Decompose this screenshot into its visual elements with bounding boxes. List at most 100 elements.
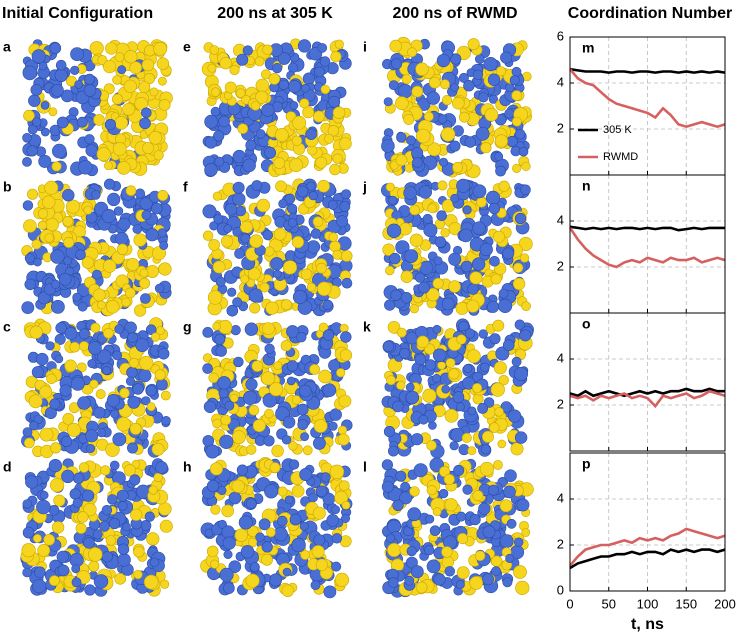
molecule	[93, 530, 102, 539]
x-tick-label: 0	[566, 596, 573, 611]
molecule	[298, 40, 311, 53]
molecule	[478, 403, 488, 413]
molecule	[329, 422, 338, 431]
molecule	[464, 364, 472, 372]
molecule	[114, 207, 123, 216]
molecule	[94, 407, 105, 418]
molecule	[281, 340, 292, 351]
molecule	[243, 46, 253, 56]
molecule	[23, 500, 32, 509]
molecule	[311, 229, 321, 239]
molecule	[124, 50, 137, 63]
molecule	[316, 157, 327, 168]
molecule	[437, 54, 450, 67]
molecule	[437, 211, 447, 221]
molecule	[23, 568, 32, 577]
molecule	[480, 462, 494, 476]
molecule	[57, 117, 68, 128]
molecule	[420, 261, 433, 274]
molecule	[457, 533, 467, 543]
molecule	[32, 240, 41, 249]
molecule	[382, 460, 393, 471]
molecule	[139, 82, 150, 93]
molecule	[115, 325, 124, 334]
molecule	[224, 225, 232, 233]
molecule	[335, 40, 344, 49]
molecule	[235, 249, 245, 259]
molecule	[24, 438, 34, 448]
molecule	[73, 473, 84, 484]
molecule	[410, 234, 423, 247]
molecule	[490, 334, 500, 344]
molecule	[390, 253, 401, 264]
molecule	[279, 199, 288, 208]
molecule	[45, 181, 58, 194]
molecule	[85, 585, 96, 596]
molecule	[292, 538, 306, 552]
molecule	[521, 185, 531, 195]
molecule	[122, 523, 130, 531]
molecule	[470, 272, 482, 284]
molecule	[34, 258, 42, 266]
molecule	[127, 258, 139, 270]
molecule	[38, 544, 50, 556]
molecule	[159, 263, 172, 276]
molecule	[33, 534, 41, 542]
panel-label: f	[183, 179, 188, 195]
molecule	[158, 348, 169, 359]
molecule	[32, 50, 46, 64]
molecule	[139, 278, 149, 288]
molecule	[105, 43, 117, 55]
molecule	[313, 111, 324, 122]
molecule	[328, 200, 337, 209]
molecule	[473, 185, 486, 198]
molecule	[512, 164, 521, 173]
molecule	[279, 80, 289, 90]
molecule	[335, 573, 349, 587]
molecule	[441, 228, 450, 237]
molecule	[292, 236, 304, 248]
molecule	[424, 112, 433, 121]
panel-label: b	[3, 179, 12, 195]
molecule	[118, 544, 129, 555]
molecule	[251, 102, 260, 111]
molecule	[144, 575, 158, 589]
molecule	[263, 230, 273, 240]
molecule	[319, 370, 332, 383]
molecule	[341, 251, 352, 262]
molecule	[451, 84, 459, 92]
molecule	[205, 115, 218, 128]
molecule	[236, 89, 245, 98]
molecule	[408, 48, 417, 57]
molecule	[397, 328, 406, 337]
molecule	[495, 135, 508, 148]
molecule	[213, 419, 222, 428]
molecule	[79, 341, 89, 351]
molecule	[52, 162, 61, 171]
snapshot	[21, 459, 173, 597]
molecule	[427, 441, 437, 451]
molecule	[76, 250, 86, 260]
molecule	[292, 396, 301, 405]
molecule	[433, 349, 446, 362]
molecule	[384, 300, 395, 311]
molecule	[252, 180, 262, 190]
molecule	[391, 290, 402, 301]
molecule	[457, 567, 469, 579]
molecule	[303, 446, 312, 455]
molecule	[456, 403, 464, 411]
molecule	[442, 547, 453, 558]
molecule	[56, 60, 66, 70]
molecule	[462, 433, 471, 442]
molecule	[46, 218, 59, 231]
molecule	[223, 583, 234, 594]
panel-label: g	[183, 319, 192, 335]
x-tick-label: 100	[637, 596, 659, 611]
molecule	[225, 82, 236, 93]
molecule	[463, 485, 473, 495]
molecule	[395, 97, 408, 110]
molecule	[233, 193, 246, 206]
molecule	[107, 394, 120, 407]
molecule	[340, 332, 351, 343]
molecule	[470, 576, 483, 589]
